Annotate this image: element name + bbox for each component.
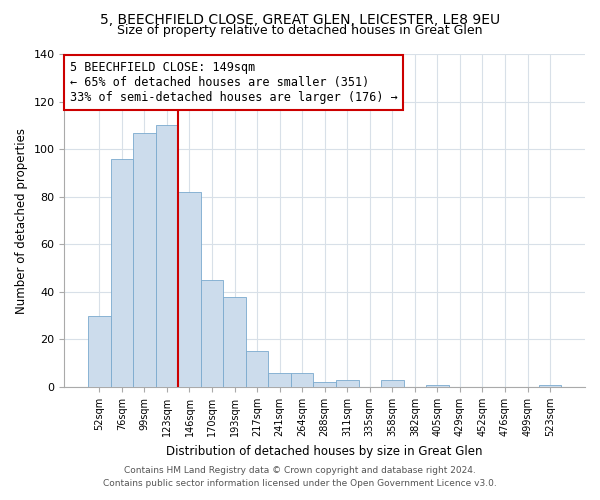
Bar (539, 384, 562, 387)
Text: Size of property relative to detached houses in Great Glen: Size of property relative to detached ho… (117, 24, 483, 37)
Bar (155, 126, 178, 387)
Bar (291, 373, 313, 387)
Bar (110, 158, 133, 387)
Y-axis label: Number of detached properties: Number of detached properties (15, 128, 28, 314)
Bar (223, 296, 246, 387)
Bar (178, 192, 201, 387)
X-axis label: Distribution of detached houses by size in Great Glen: Distribution of detached houses by size … (166, 444, 483, 458)
Text: Contains HM Land Registry data © Crown copyright and database right 2024.
Contai: Contains HM Land Registry data © Crown c… (103, 466, 497, 487)
Text: 5 BEECHFIELD CLOSE: 149sqm
← 65% of detached houses are smaller (351)
33% of sem: 5 BEECHFIELD CLOSE: 149sqm ← 65% of deta… (70, 60, 397, 104)
Text: 5, BEECHFIELD CLOSE, GREAT GLEN, LEICESTER, LE8 9EU: 5, BEECHFIELD CLOSE, GREAT GLEN, LEICEST… (100, 12, 500, 26)
Bar (88, 316, 110, 387)
Bar (426, 384, 449, 387)
Bar (268, 373, 291, 387)
Bar (336, 380, 359, 387)
Bar (381, 380, 404, 387)
Bar (313, 382, 336, 387)
Bar (246, 352, 268, 387)
Bar (201, 280, 223, 387)
Bar (133, 132, 155, 387)
